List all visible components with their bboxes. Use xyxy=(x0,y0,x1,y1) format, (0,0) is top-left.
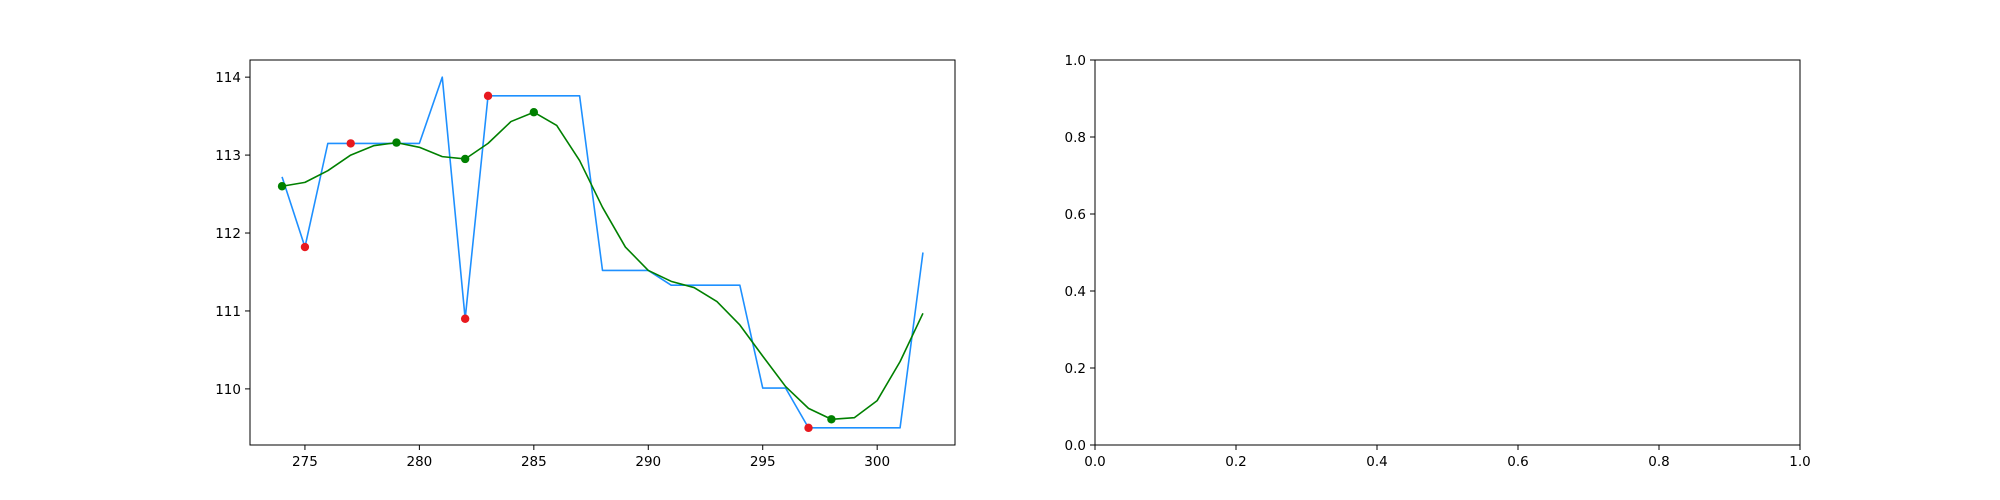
x-tick-label: 0.4 xyxy=(1366,454,1387,470)
x-tick-label: 0.6 xyxy=(1507,454,1528,470)
green-marker-0 xyxy=(277,182,287,191)
series-line-1 xyxy=(281,111,924,421)
y-tick-label: 0.8 xyxy=(1065,130,1086,146)
y-tick-label: 1.0 xyxy=(1065,53,1086,69)
red-marker-4 xyxy=(804,423,813,433)
x-tick-label: 275 xyxy=(292,454,318,470)
y-tick-label: 0.0 xyxy=(1065,438,1086,454)
green-marker-4 xyxy=(827,415,836,424)
left-plot: 275 280 285 290 295 300 110 111 112 113 114 xyxy=(215,59,956,470)
x-tick-label: 0.2 xyxy=(1225,454,1246,470)
y-tick-label: 112 xyxy=(215,226,241,242)
x-tick-label: 0.8 xyxy=(1648,454,1669,470)
x-tick-label: 1.0 xyxy=(1789,454,1810,470)
green-marker-2 xyxy=(460,154,470,164)
x-tick-label: 300 xyxy=(864,454,890,470)
x-tick-label: 290 xyxy=(635,454,661,470)
red-marker-1 xyxy=(346,139,355,148)
x-tick-label: 280 xyxy=(406,454,432,470)
red-marker-0 xyxy=(300,242,310,252)
axes-frame xyxy=(1094,59,1801,446)
y-tick-label: 114 xyxy=(215,70,241,86)
y-tick-label: 113 xyxy=(215,148,241,164)
x-tick-label: 285 xyxy=(521,454,547,470)
y-tick-label: 0.4 xyxy=(1065,284,1086,300)
y-tick-label: 0.2 xyxy=(1065,361,1086,377)
green-marker-1 xyxy=(392,138,401,147)
green-marker-3 xyxy=(529,108,539,117)
red-marker-2 xyxy=(460,314,470,323)
axes-frame xyxy=(249,59,956,446)
right-plot: 0.0 0.2 0.4 0.6 0.8 1.0 0.0 0.2 0.4 0.6 0.8 1.0 xyxy=(1065,53,1811,470)
y-tick-label: 110 xyxy=(215,382,241,398)
y-tick-label: 111 xyxy=(215,304,241,320)
x-tick-label: 295 xyxy=(750,454,776,470)
y-tick-label: 0.6 xyxy=(1065,207,1086,223)
x-tick-label: 0.0 xyxy=(1084,454,1105,470)
red-marker-3 xyxy=(483,91,493,101)
